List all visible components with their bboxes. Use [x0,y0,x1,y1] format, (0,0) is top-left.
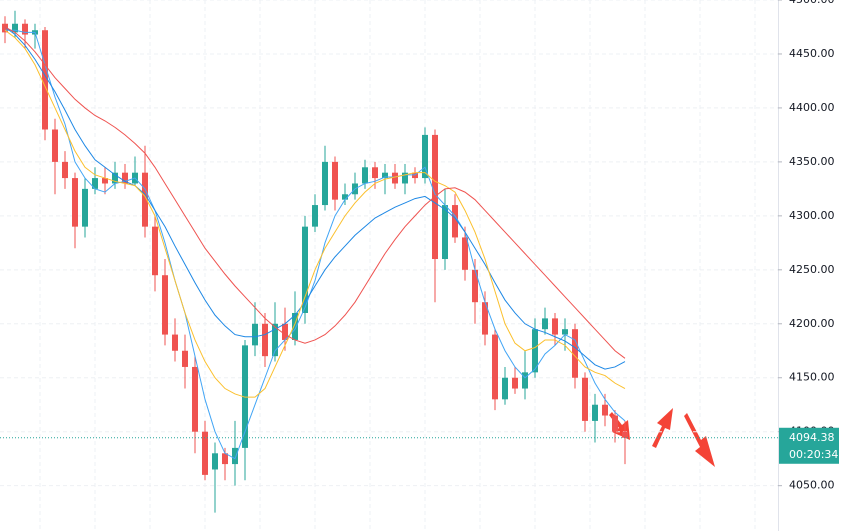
candle-body [292,312,298,340]
candle-body [262,323,268,357]
candle-body [192,366,198,432]
candle-body [612,415,618,432]
y-tick-label: 4300.00 [789,209,835,222]
candle-body [562,329,568,335]
candle-body [372,167,378,179]
y-tick-label: 4050.00 [789,479,835,492]
candle-body [332,161,338,200]
candle-body [42,30,48,130]
candle-body [442,205,448,260]
y-tick-label: 4150.00 [789,371,835,384]
candle-body [542,318,548,330]
candle-body [92,178,98,189]
candle-body [492,334,498,400]
candle-body [322,161,328,206]
candle-body [582,377,588,421]
moving-average-line [4,26,626,359]
arrow-down [684,413,715,467]
candle-body [142,172,148,227]
candle-body [452,205,458,238]
candle-body [122,172,128,184]
candle-body [572,329,578,378]
candle-body [202,431,208,475]
candle-body [522,372,528,389]
y-tick-label: 4350.00 [789,155,835,168]
candle-body [472,269,478,303]
candle-body [62,161,68,179]
moving-average-line [4,26,626,370]
candle-body [22,23,28,35]
candle-body [52,129,58,162]
candle-body [622,431,628,438]
y-tick-label: 4200.00 [789,317,835,330]
candle-body [462,237,468,270]
y-tick-label: 4250.00 [789,263,835,276]
candle-body [412,172,418,179]
candle-body [602,404,608,416]
candle-body [302,226,308,313]
candle-body [112,172,118,184]
candle-body [212,453,218,470]
candle-body [382,172,388,179]
moving-average-line [5,29,626,460]
candle-body [272,323,278,357]
candle-body [502,377,508,400]
candle-body [552,318,558,335]
candle-body [422,134,428,179]
last-price-tag [779,427,839,464]
candle-body [72,178,78,227]
candle-body [182,350,188,367]
candle-body [362,167,368,184]
candle-body [342,194,348,200]
candle-body [102,178,108,184]
moving-average-line [4,29,626,398]
candle-body [392,172,398,184]
candle-body [12,23,18,33]
candle-body [282,323,288,340]
candle-body [252,323,258,346]
last-price-label: 4094.38 [789,431,835,444]
candle-body [232,447,238,465]
candle-body [512,377,518,389]
candle-body [162,275,168,335]
y-tick-label: 4450.00 [789,47,835,60]
candle-body [222,453,228,465]
candle-body [402,172,408,184]
candle-body [242,345,248,448]
candle-body [172,334,178,351]
candle-body [592,404,598,421]
y-tick-label: 4500.00 [789,0,835,6]
y-tick-label: 4400.00 [789,101,835,114]
candle-body [532,329,538,373]
candle-body [152,226,158,276]
candle-body [482,302,488,335]
candle-body [2,23,8,33]
candle-body [312,205,318,227]
candle-body [82,188,88,227]
countdown-label: 00:20:34 [789,448,838,461]
